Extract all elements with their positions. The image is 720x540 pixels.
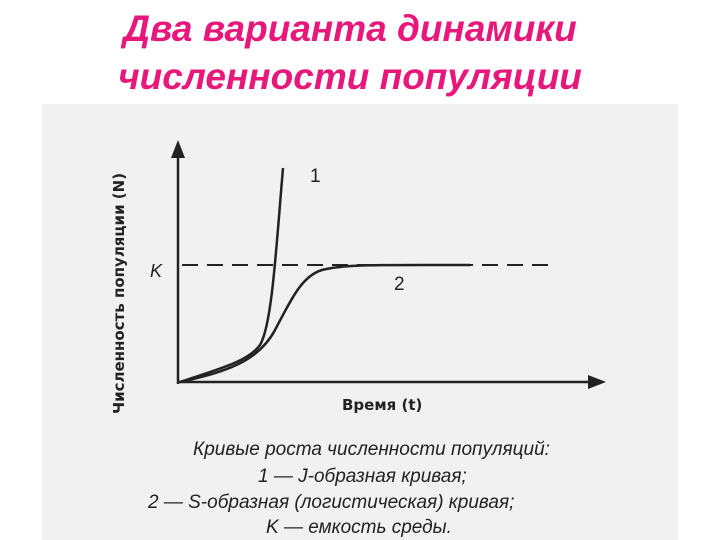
curve-2-s-shaped — [179, 263, 471, 384]
x-axis-arrow — [588, 375, 606, 389]
slide-title-line-1: Два варианта динамики — [123, 8, 577, 49]
caption-line-2: 2 — S-образная (логистическая) кривая; — [147, 492, 514, 513]
curve-2-label: 2 — [394, 274, 405, 295]
population-growth-figure — [42, 104, 678, 540]
curve-1-j-shaped — [179, 167, 285, 384]
caption-line-3: K — емкость среды. — [266, 517, 452, 538]
k-label: K — [150, 261, 163, 281]
x-axis-label: Время (t) — [342, 396, 422, 414]
slide-title-line-2: численности популяции — [118, 56, 582, 97]
curve-1-label: 1 — [310, 166, 321, 187]
caption-line-1: 1 — J-образная кривая; — [258, 466, 467, 487]
y-axis-arrow — [171, 140, 185, 158]
caption-heading: Кривые роста численности популяций: — [193, 439, 550, 460]
y-axis-label: Численность популяции (N) — [110, 173, 128, 414]
